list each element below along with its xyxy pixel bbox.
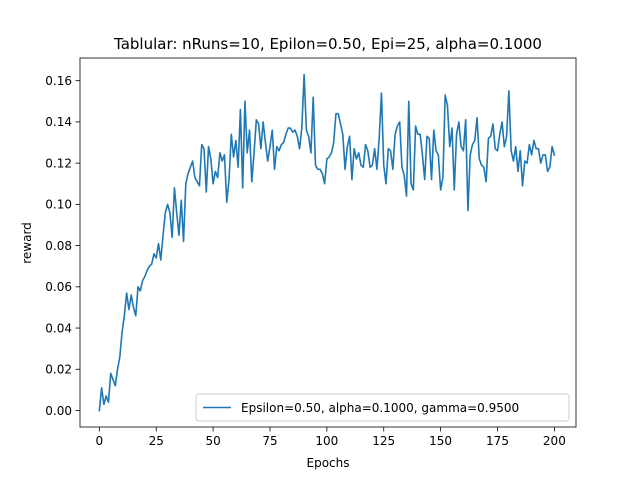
x-tick-label: 50	[205, 434, 220, 448]
y-tick-label: 0.02	[45, 363, 72, 377]
plot-frame	[79, 57, 577, 428]
y-tick-label: 0.14	[45, 115, 72, 129]
y-axis-label: reward	[20, 222, 34, 264]
y-tick-label: 0.04	[45, 321, 72, 335]
x-tick-label: 125	[372, 434, 395, 448]
y-tick-label: 0.00	[45, 404, 72, 418]
x-tick-label: 200	[543, 434, 566, 448]
series-layer	[98, 73, 556, 412]
y-tick-label: 0.06	[45, 280, 72, 294]
y-tick-label: 0.08	[45, 239, 72, 253]
chart-title: Tablular: nRuns=10, Epilon=0.50, Epi=25,…	[113, 35, 542, 53]
legend-box	[195, 393, 570, 422]
x-tick-label: 25	[149, 434, 164, 448]
y-tick-label: 0.10	[45, 198, 72, 212]
x-tick-label: 150	[429, 434, 452, 448]
y-tick-label: 0.16	[45, 74, 72, 88]
x-tick-label: 100	[315, 434, 338, 448]
x-tick-label: 0	[96, 434, 104, 448]
plot-area	[80, 58, 576, 427]
y-tick-label: 0.12	[45, 156, 72, 170]
x-tick-label: 75	[262, 434, 277, 448]
x-tick-label: 175	[486, 434, 509, 448]
series-line	[98, 73, 556, 412]
x-axis-ticks: 0 25 50 75 100 125 150 175 200	[96, 427, 566, 448]
y-axis-ticks: 0.00 0.02 0.04 0.06 0.08 0.10 0.12 0.14 0.16	[45, 74, 80, 418]
legend: Epsilon=0.50, alpha=0.1000, gamma=0.9500	[195, 393, 570, 422]
x-axis-label: Epochs	[307, 456, 350, 470]
legend-label: Epsilon=0.50, alpha=0.1000, gamma=0.9500	[241, 401, 519, 415]
